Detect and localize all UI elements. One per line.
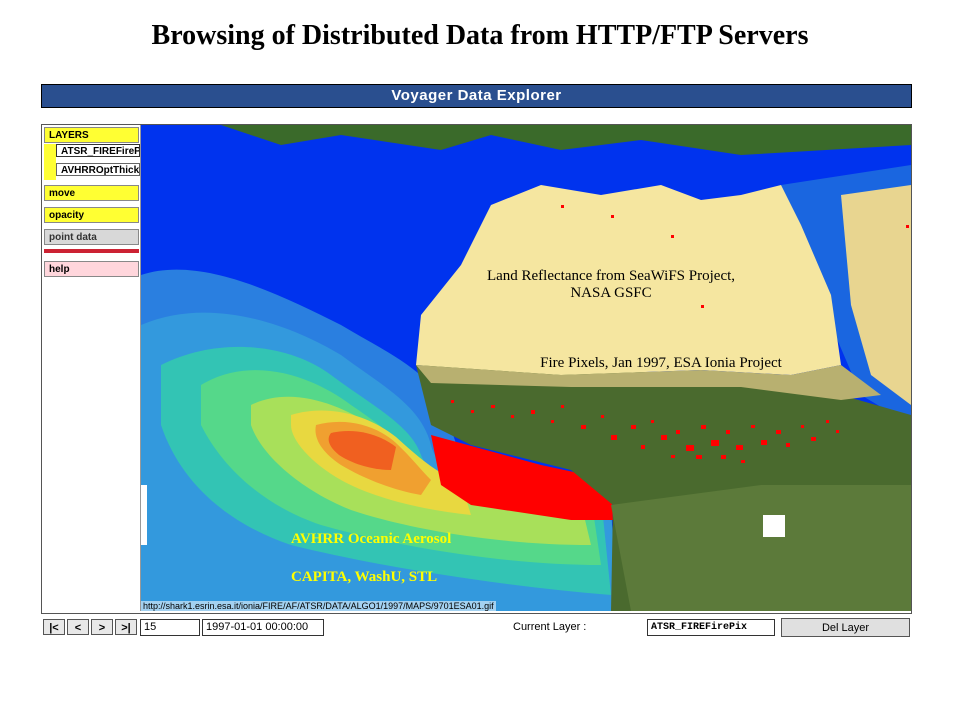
map-view[interactable]: Land Reflectance from SeaWiFS Project, N…	[141, 125, 911, 611]
frame-number-field[interactable]: 15	[140, 619, 200, 636]
nav-last-button[interactable]: >|	[115, 619, 137, 635]
label-capita: CAPITA, WashU, STL	[291, 569, 438, 585]
fire-pixels	[451, 205, 909, 463]
aerosol-band-high	[431, 435, 613, 520]
del-layer-button[interactable]: Del Layer	[781, 618, 910, 637]
land-europe	[141, 125, 911, 155]
land-sahara	[416, 185, 841, 375]
toolbar: |< < > >| 15 1997-01-01 00:00:00 Current…	[41, 618, 910, 638]
label-fire-pixels: Fire Pixels, Jan 1997, ESA Ionia Project	[540, 355, 782, 371]
sidebar: LAYERS ATSR_FIREFirePix AVHRROptThick mo…	[42, 125, 141, 611]
slide-title: Browsing of Distributed Data from HTTP/F…	[151, 20, 809, 51]
label-avhrr-aerosol: AVHRR Oceanic Aerosol	[291, 531, 452, 547]
nav-next-button[interactable]: >	[91, 619, 113, 635]
aerosol-band-8	[328, 430, 396, 470]
land-vegetation-south	[611, 485, 911, 611]
app-title-bar: Voyager Data Explorer	[41, 84, 912, 108]
map-canvas[interactable]	[141, 125, 911, 611]
layers-header[interactable]: LAYERS	[44, 127, 139, 143]
land-sahel	[416, 365, 881, 400]
layer-item-atsr-fire[interactable]: ATSR_FIREFirePix	[56, 144, 140, 157]
current-layer-field[interactable]: ATSR_FIREFirePix	[647, 619, 775, 636]
app-window: LAYERS ATSR_FIREFirePix AVHRROptThick mo…	[41, 124, 912, 614]
cloud-edge	[141, 485, 147, 545]
layers-panel-bar	[44, 144, 56, 180]
date-time-field[interactable]: 1997-01-01 00:00:00	[202, 619, 324, 636]
map-source-url: http://shark1.esrin.esa.it/ionia/FIRE/AF…	[141, 601, 496, 611]
sidebar-divider	[44, 249, 139, 253]
land-arabia	[841, 185, 911, 405]
current-layer-label: Current Layer :	[513, 621, 587, 633]
nav-prev-button[interactable]: <	[67, 619, 89, 635]
layer-item-avhrr-opt-thick[interactable]: AVHRROptThick	[56, 163, 140, 176]
opacity-button[interactable]: opacity	[44, 207, 139, 223]
cloud-patch	[763, 515, 785, 537]
help-button[interactable]: help	[44, 261, 139, 277]
move-button[interactable]: move	[44, 185, 139, 201]
point-data-button[interactable]: point data	[44, 229, 139, 245]
label-land-reflectance: Land Reflectance from SeaWiFS Project, N…	[486, 268, 736, 301]
nav-first-button[interactable]: |<	[43, 619, 65, 635]
